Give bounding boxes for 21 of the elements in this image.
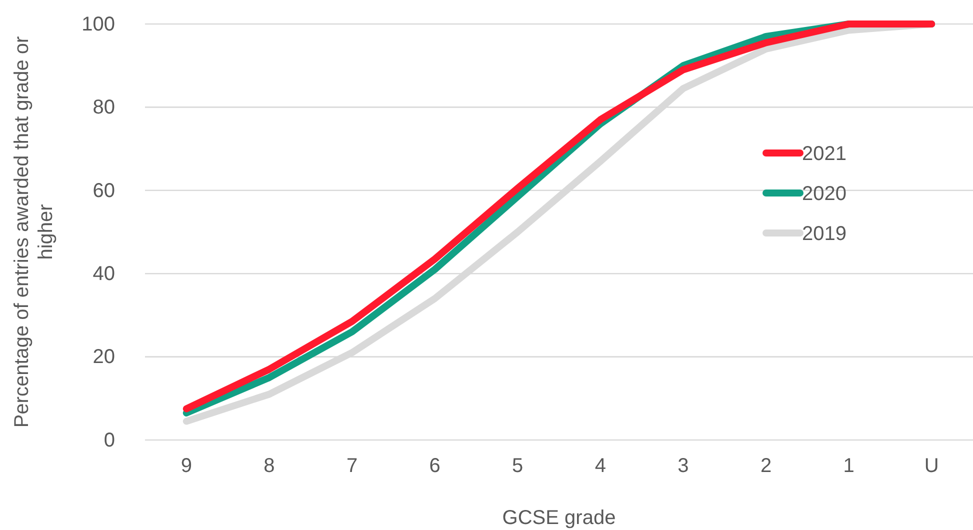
y-tick-label: 40 [92, 263, 115, 285]
y-tick-label: 60 [92, 180, 115, 202]
x-tick-label: 4 [594, 455, 606, 478]
legend-label: 2019 [802, 223, 846, 245]
x-axis-title: GCSE grade [502, 507, 616, 529]
x-tick-label: 9 [180, 455, 192, 478]
y-axis-title: Percentage of entries awarded that grade or higher [11, 36, 57, 428]
legend-label: 2021 [802, 143, 846, 165]
x-tick-label: 2 [760, 455, 772, 478]
x-tick-label: 3 [678, 455, 689, 478]
y-tick-label: 0 [104, 429, 115, 452]
x-tick-label: U [924, 455, 939, 478]
x-tick-label: 5 [512, 455, 524, 478]
x-tick-label: 7 [346, 455, 358, 478]
x-tick-label: 1 [843, 455, 854, 478]
x-tick-label: 8 [264, 455, 275, 478]
y-tick-label: 80 [92, 96, 115, 119]
y-tick-label: 20 [92, 346, 115, 368]
y-tick-label: 100 [82, 13, 115, 36]
x-tick-label: 6 [429, 455, 440, 478]
legend-label: 2020 [802, 183, 846, 205]
